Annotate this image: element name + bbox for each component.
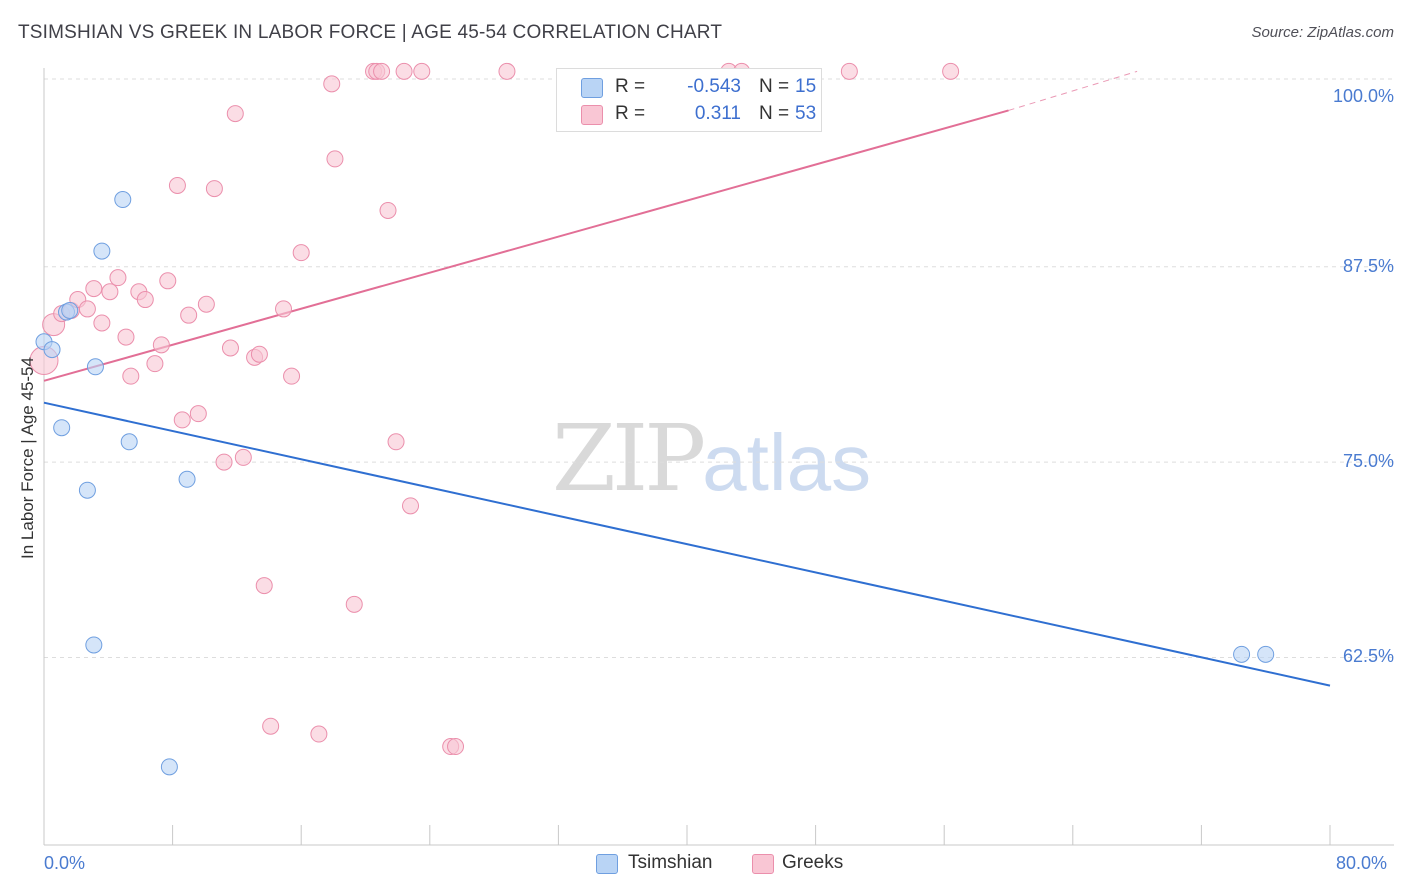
greeks-point — [373, 62, 391, 80]
greeks-point — [323, 75, 341, 93]
grid-lines — [44, 78, 1394, 658]
greeks-point — [275, 300, 293, 318]
greeks-point — [498, 62, 516, 80]
greeks-point — [168, 176, 186, 194]
greeks-point — [152, 336, 170, 354]
trend-line-greeks-extension — [1008, 70, 1138, 111]
greeks-point — [262, 717, 280, 735]
data-points — [29, 62, 1275, 776]
greeks-point — [326, 150, 344, 168]
greeks-point — [387, 433, 405, 451]
greeks-point — [310, 725, 328, 743]
greeks-point — [942, 62, 960, 80]
correlation-legend: R = -0.543 N = 15 R = 0.311 N = 53 — [556, 68, 822, 132]
legend-r-label: R = — [615, 76, 646, 97]
greeks-point — [234, 448, 252, 466]
legend-swatch-greeks — [581, 105, 603, 125]
greeks-point — [226, 105, 244, 123]
tsimshian-point — [120, 433, 138, 451]
y-tick-label: 100.0% — [1332, 86, 1394, 106]
tsimshian-point — [61, 301, 79, 319]
tsimshian-point — [1257, 645, 1275, 663]
greeks-point — [205, 180, 223, 198]
legend-n-value: 53 — [795, 103, 817, 124]
greeks-point — [379, 201, 397, 219]
greeks-point — [255, 577, 273, 595]
greeks-point — [85, 280, 103, 298]
watermark-zip: ZIP — [552, 405, 706, 512]
x-tick-max: 80.0% — [1336, 853, 1388, 873]
source-label: Source: ZipAtlas.com — [1251, 24, 1394, 41]
greeks-point — [395, 62, 413, 80]
greeks-point — [180, 306, 198, 324]
tsimshian-point — [43, 341, 61, 359]
legend-r-label: R = — [615, 103, 646, 124]
watermark: ZIPatlas — [552, 405, 871, 512]
greeks-point — [840, 62, 858, 80]
legend-n-value: 15 — [795, 76, 817, 97]
y-tick-label: 62.5% — [1342, 646, 1394, 667]
greeks-point — [447, 738, 465, 756]
greeks-point — [101, 283, 119, 301]
greeks-point — [402, 497, 420, 515]
y-tick-label: 87.5% — [1342, 255, 1394, 276]
tsimshian-point — [85, 636, 103, 654]
greeks-point — [109, 269, 127, 287]
greeks-point — [117, 328, 135, 346]
bottom-legend-swatch-greeks — [752, 854, 774, 874]
trend-line-tsimshian — [43, 401, 1331, 687]
greeks-point — [136, 291, 154, 309]
greeks-point — [173, 411, 191, 429]
y-axis-title: In Labor Force | Age 45-54 — [18, 357, 37, 559]
legend-n-label: N = — [759, 76, 790, 97]
tsimshian-point — [78, 481, 96, 499]
x-tick-min: 0.0% — [44, 853, 86, 873]
greeks-point — [345, 595, 363, 613]
legend-r-value: -0.543 — [687, 76, 741, 97]
tsimshian-point — [1233, 645, 1251, 663]
tsimshian-point — [86, 358, 104, 376]
greeks-point — [292, 244, 310, 262]
chart-title: TSIMSHIAN VS GREEK IN LABOR FORCE | AGE … — [18, 22, 723, 43]
tsimshian-point — [160, 758, 178, 776]
axes — [43, 68, 1394, 846]
bottom-legend-swatch-tsimshian — [596, 854, 618, 874]
greeks-point — [78, 300, 96, 318]
tsimshian-point — [178, 470, 196, 488]
watermark-atlas: atlas — [702, 418, 872, 507]
tsimshian-point — [53, 419, 71, 437]
greeks-point — [250, 345, 268, 363]
greeks-point — [189, 405, 207, 423]
greeks-point — [215, 453, 233, 471]
bottom-legend-label-tsimshian: Tsimshian — [628, 852, 713, 873]
greeks-point — [122, 367, 140, 385]
legend-swatch-tsimshian — [581, 78, 603, 98]
greeks-point — [221, 339, 239, 357]
trend-line-greeks — [43, 109, 1009, 382]
trend-lines — [43, 70, 1331, 687]
y-tick-label: 75.0% — [1342, 451, 1394, 472]
legend-n-label: N = — [759, 103, 790, 124]
greeks-point — [283, 367, 301, 385]
greeks-point — [413, 62, 431, 80]
bottom-legend-label-greeks: Greeks — [782, 852, 844, 873]
tsimshian-point — [114, 191, 132, 209]
greeks-point — [197, 295, 215, 313]
tsimshian-point — [93, 242, 111, 260]
greeks-point — [146, 355, 164, 373]
greeks-point — [93, 314, 111, 332]
greeks-point — [159, 272, 177, 290]
legend-r-value: 0.311 — [694, 103, 741, 124]
